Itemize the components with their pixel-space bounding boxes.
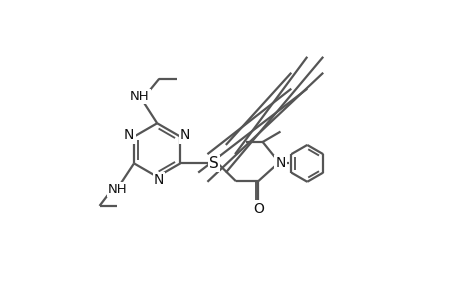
- Text: N: N: [153, 173, 164, 187]
- Text: N: N: [124, 128, 134, 142]
- Text: N: N: [179, 128, 190, 142]
- Text: NH: NH: [130, 90, 150, 103]
- Text: S: S: [208, 156, 218, 171]
- Text: NH: NH: [107, 183, 127, 196]
- Text: N: N: [275, 156, 285, 170]
- Text: O: O: [252, 202, 263, 216]
